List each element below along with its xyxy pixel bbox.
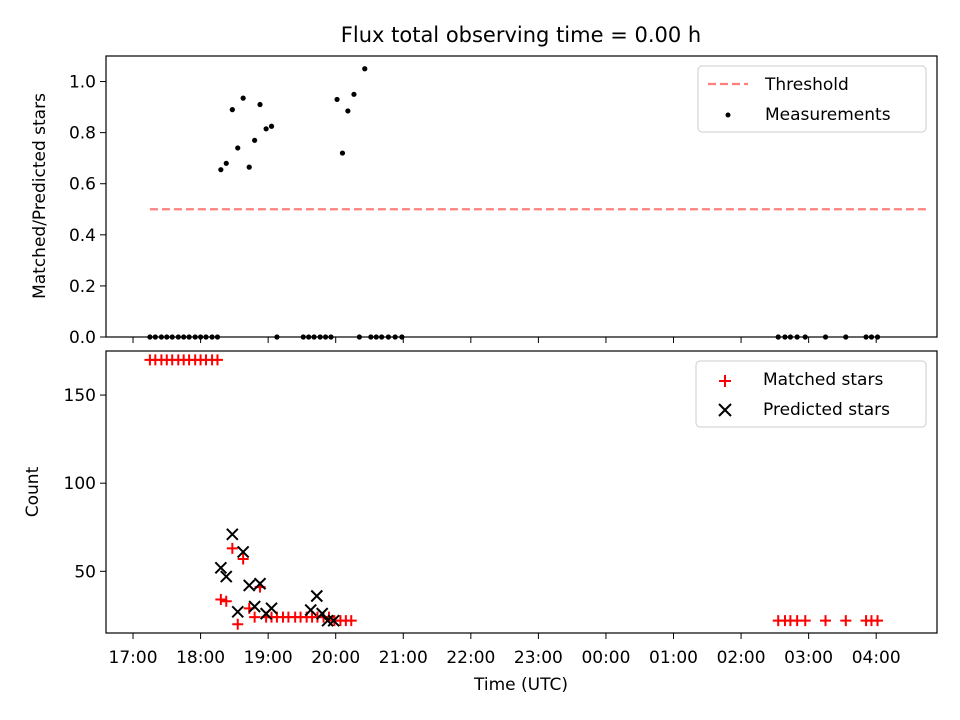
predicted-star-point xyxy=(236,545,250,559)
x-tick-label: 22:00 xyxy=(446,648,495,668)
top-y-axis-title: Matched/Predicted stars xyxy=(30,93,50,299)
measurement-point xyxy=(263,126,269,132)
top-y-tick-label: 0.2 xyxy=(69,277,96,297)
matched-star-point xyxy=(820,615,832,627)
x-tick-label: 01:00 xyxy=(649,648,698,668)
measurement-point xyxy=(351,91,357,97)
matched-star-point xyxy=(345,615,357,627)
x-tick-label: 19:00 xyxy=(244,648,293,668)
matched-star-point xyxy=(840,615,852,627)
matched-star-point xyxy=(211,354,223,366)
top-y-tick-label: 1.0 xyxy=(69,73,96,93)
legend-matched-swatch xyxy=(719,375,731,387)
top-y-tick-label: 0.0 xyxy=(69,328,96,348)
x-axis-title: Time (UTC) xyxy=(473,675,568,695)
measurement-point xyxy=(252,137,258,143)
top-y-tick-label: 0.8 xyxy=(69,124,96,144)
predicted-star-point xyxy=(231,605,244,619)
measurement-point xyxy=(246,164,252,170)
bottom-plot-area: 50 100 150 xyxy=(64,354,884,630)
legend-predicted-label: Predicted stars xyxy=(763,400,890,420)
top-legend: Threshold Measurements xyxy=(697,65,927,133)
predicted-star-point xyxy=(265,602,278,615)
measurement-point xyxy=(223,160,229,166)
measurement-point xyxy=(235,145,241,151)
predicted-star-point xyxy=(214,561,228,574)
measurement-point xyxy=(257,101,263,108)
legend-matched-label: Matched stars xyxy=(763,370,883,390)
predicted-star-point xyxy=(220,570,233,583)
x-tick-label: 20:00 xyxy=(311,648,360,668)
predicted-star-point xyxy=(310,589,323,603)
legend-measurements-swatch xyxy=(725,112,731,118)
measurement-point xyxy=(362,66,368,72)
bottom-y-tick-label: 100 xyxy=(64,474,96,494)
predicted-star-point xyxy=(304,603,317,617)
x-tick-label: 02:00 xyxy=(717,648,766,668)
top-y-tick-label: 0.4 xyxy=(69,226,96,246)
predicted-star-point xyxy=(327,614,340,627)
matched-star-point xyxy=(232,618,244,630)
x-tick-label: 03:00 xyxy=(784,648,833,668)
top-panel: Matched/Predicted stars 0.0 0.2 0.4 0.6 0.8 1… xyxy=(30,55,938,348)
legend-predicted-swatch xyxy=(718,403,732,417)
bottom-y-axis-title: Count xyxy=(23,466,43,517)
x-tick-label: 18:00 xyxy=(176,648,225,668)
predicted-star-point xyxy=(248,600,261,613)
bottom-legend-box xyxy=(695,360,927,428)
predicted-star-point xyxy=(226,528,239,541)
bottom-panel: Count 50 100 150 Matched stars Predicted s… xyxy=(23,350,938,634)
x-tick-label: 17:00 xyxy=(109,648,158,668)
x-tick-label: 21:00 xyxy=(379,648,428,668)
measurement-point xyxy=(240,95,246,101)
matched-star-point xyxy=(215,594,227,606)
x-tick-label: 00:00 xyxy=(581,648,630,668)
matched-star-point xyxy=(226,542,238,554)
predicted-star-point xyxy=(243,579,256,592)
bottom-y-tick-label: 150 xyxy=(64,386,96,406)
matched-star-point xyxy=(220,595,232,607)
measurement-point xyxy=(218,167,224,173)
bottom-legend: Matched stars Predicted stars xyxy=(695,360,927,428)
top-y-tick-label: 0.6 xyxy=(69,175,96,195)
x-axis-ticks: 17:00 18:00 19:00 20:00 21:00 22:00 23:00 00:00… xyxy=(109,337,901,668)
measurement-point xyxy=(334,96,340,103)
bottom-y-tick-label: 50 xyxy=(74,562,96,582)
matched-star-point xyxy=(237,553,249,565)
matched-star-point xyxy=(249,611,261,623)
legend-threshold-label: Threshold xyxy=(764,75,849,95)
top-legend-box xyxy=(697,65,927,133)
measurement-point xyxy=(345,108,351,114)
x-tick-label: 04:00 xyxy=(852,648,901,668)
matched-star-point xyxy=(872,615,884,627)
chart-title: Flux total observing time = 0.00 h xyxy=(341,23,701,47)
top-axes-frame xyxy=(105,55,938,338)
bottom-axes-frame xyxy=(105,350,938,634)
x-tick-label: 23:00 xyxy=(514,648,563,668)
legend-measurements-label: Measurements xyxy=(765,105,891,125)
predicted-star-point xyxy=(253,577,267,590)
measurement-point xyxy=(339,150,346,156)
measurement-point xyxy=(268,123,275,129)
predicted-star-point xyxy=(315,607,329,620)
matched-star-point xyxy=(799,615,811,627)
measurement-point xyxy=(229,107,235,113)
